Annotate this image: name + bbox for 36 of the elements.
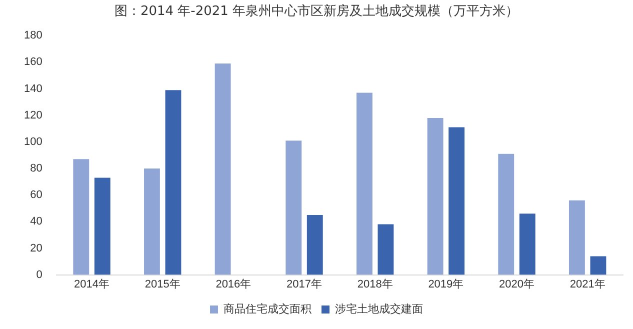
y-tick-label: 40 <box>30 216 42 228</box>
x-tick-label: 2015年 <box>144 278 180 290</box>
x-tick-label: 2017年 <box>286 278 322 290</box>
bar <box>94 178 110 275</box>
y-tick-label: 180 <box>24 30 42 42</box>
x-tick-label: 2019年 <box>428 278 464 290</box>
y-tick-label: 160 <box>24 56 42 68</box>
x-tick-label: 2016年 <box>216 278 252 290</box>
bar <box>519 214 536 275</box>
y-tick-label: 60 <box>30 189 42 202</box>
bar <box>73 159 90 275</box>
bar <box>448 127 465 275</box>
bar <box>214 64 231 275</box>
y-tick-label: 120 <box>24 109 42 122</box>
legend-label: 涉宅土地成交建面 <box>335 302 423 316</box>
y-tick-label: 100 <box>24 136 42 148</box>
bar <box>306 215 323 275</box>
x-tick-label: 2018年 <box>357 278 393 290</box>
bar <box>590 256 606 275</box>
y-tick-label: 80 <box>30 162 42 175</box>
bar <box>286 140 302 275</box>
x-tick-label: 2021年 <box>570 278 606 290</box>
x-tick-label: 2020年 <box>499 278 534 290</box>
bar <box>498 154 514 275</box>
y-tick-label: 0 <box>36 268 42 281</box>
bar <box>144 168 160 275</box>
y-tick-label: 20 <box>30 242 42 254</box>
chart-title: 图：2014 年-2021 年泉州中心市区新房及土地成交规模（万平方米） <box>114 3 519 20</box>
y-tick-label: 140 <box>24 82 42 95</box>
bar <box>427 118 444 275</box>
bar <box>568 200 585 275</box>
x-tick-label: 2014年 <box>74 278 110 290</box>
bar <box>356 92 372 275</box>
legend-label: 商品住宅成交面积 <box>224 302 312 316</box>
bar <box>165 90 182 275</box>
bar <box>378 224 394 275</box>
